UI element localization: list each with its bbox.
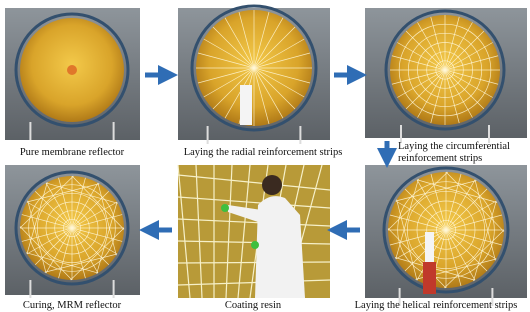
worker-head: [262, 175, 282, 195]
worker: [425, 232, 434, 262]
caption: Curing, MRM reflector: [23, 300, 121, 312]
glove: [221, 204, 229, 212]
caption: Laying the radial reinforcement strips: [184, 147, 343, 159]
ladder: [423, 262, 436, 294]
caption: Coating resin: [225, 300, 281, 312]
caption: Pure membrane reflector: [20, 147, 124, 159]
process-figure: Pure membrane reflector Laying the radia…: [0, 0, 530, 312]
caption: Laying the helical reinforcement strips: [355, 300, 518, 312]
glove: [251, 241, 259, 249]
worker: [240, 85, 252, 125]
caption: Laying the circumferential reinforcement…: [398, 141, 528, 165]
center-mark: [67, 65, 77, 75]
